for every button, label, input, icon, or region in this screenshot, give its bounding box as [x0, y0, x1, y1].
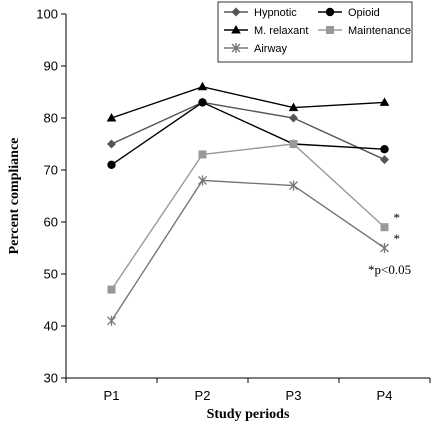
- series-line-maintenance: [110, 143, 385, 290]
- x-tick-label: P4: [377, 388, 393, 403]
- data-point-maintenance: [107, 285, 116, 294]
- legend: Hypnotic Opioid M. relaxant Maintenance Airw…: [217, 1, 413, 63]
- legend-item-opioid: Opioid: [318, 7, 380, 19]
- series-m-relaxant: [106, 81, 390, 122]
- series-opioid: [107, 98, 389, 169]
- series-line-airway: [110, 179, 385, 322]
- legend-item-m-relaxant: M. relaxant: [224, 25, 308, 37]
- data-point-opioid: [107, 160, 116, 169]
- data-point-hypnotic: [380, 155, 389, 165]
- y-tick-label: 40: [44, 319, 58, 334]
- legend-marker-opioid: [325, 7, 335, 17]
- data-point-airway: [198, 175, 207, 186]
- data-point-airway: [380, 243, 389, 253]
- data-point-m-relaxant: [379, 97, 390, 106]
- annotation-text: *p<0.05: [368, 262, 411, 277]
- y-tick-label: 100: [36, 7, 58, 22]
- x-tick-label: P2: [195, 388, 211, 403]
- data-point-maintenance: [380, 223, 389, 232]
- legend-label: Opioid: [348, 7, 380, 19]
- series-line-hypnotic: [111, 101, 385, 161]
- annotation-text: *: [394, 210, 401, 225]
- annotation-text: *: [394, 231, 401, 246]
- legend-item-maintenance: Maintenance: [318, 25, 411, 37]
- series-line-opioid: [111, 101, 385, 166]
- annotations: * * *p<0.05: [368, 210, 411, 277]
- y-tick-label: 60: [44, 215, 58, 230]
- legend-box: [217, 1, 413, 63]
- y-axis-title: Percent compliance: [7, 138, 22, 255]
- series-hypnotic: [107, 97, 389, 165]
- x-ticks: P1 P2 P3 P4: [65, 378, 431, 403]
- y-ticks: 30 40 50 60 70 80 90 100: [36, 7, 66, 386]
- legend-label: Maintenance: [348, 25, 411, 37]
- data-point-maintenance: [289, 140, 298, 148]
- legend-label: Hypnotic: [254, 7, 297, 19]
- legend-item-airway: Airway: [224, 43, 288, 55]
- legend-marker-maintenance: [326, 26, 334, 34]
- y-tick-label: 50: [44, 267, 58, 282]
- legend-item-hypnotic: Hypnotic: [224, 7, 297, 19]
- data-point-m-relaxant: [106, 113, 117, 122]
- y-tick-label: 30: [44, 371, 58, 386]
- axes: [65, 14, 430, 379]
- data-point-hypnotic: [289, 113, 298, 123]
- data-point-maintenance: [198, 150, 207, 159]
- y-tick-label: 70: [44, 163, 58, 178]
- series-line-m-relaxant: [111, 86, 385, 119]
- data-point-hypnotic: [107, 139, 116, 149]
- legend-label: M. relaxant: [254, 25, 308, 37]
- x-tick-label: P1: [104, 388, 120, 403]
- y-tick-label: 80: [44, 111, 58, 126]
- series-maintenance: [107, 140, 389, 294]
- data-point-airway: [107, 315, 116, 326]
- series-layer: [106, 81, 390, 326]
- data-point-m-relaxant: [197, 81, 208, 91]
- legend-label: Airway: [254, 43, 288, 55]
- legend-marker-hypnotic: [231, 7, 241, 17]
- series-airway: [107, 175, 389, 326]
- data-point-opioid: [380, 145, 389, 154]
- x-tick-label: P3: [286, 388, 302, 403]
- x-axis-title: Study periods: [207, 407, 290, 422]
- data-point-opioid: [198, 98, 207, 107]
- legend-marker-airway: [231, 43, 241, 53]
- legend-marker-m-relaxant: [231, 25, 241, 34]
- y-tick-label: 90: [44, 59, 58, 74]
- data-point-m-relaxant: [288, 102, 299, 112]
- data-point-airway: [289, 180, 298, 191]
